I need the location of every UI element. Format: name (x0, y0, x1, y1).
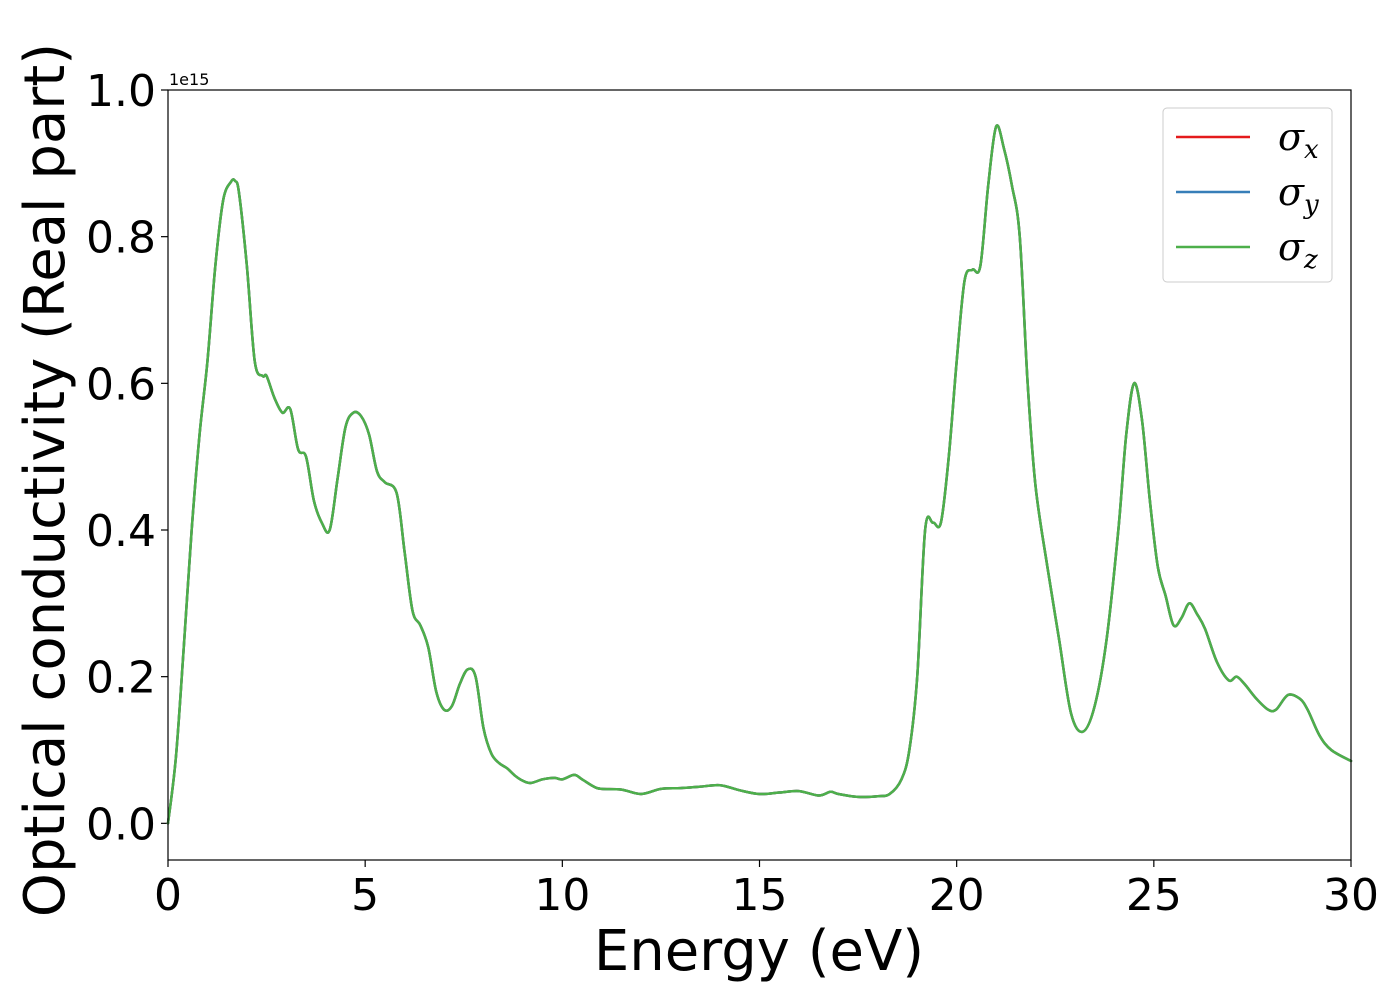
x-tick-label: 10 (534, 870, 590, 921)
y-offset-label: 1e15 (169, 70, 209, 89)
y-tick-label: 0.2 (86, 653, 156, 704)
y-tick-label: 0.0 (86, 799, 156, 850)
y-axis-ticks: 0.0 0.2 0.4 0.6 0.8 1.0 (86, 66, 168, 850)
y-tick-label: 0.8 (86, 213, 156, 264)
y-axis-label: Optical conductivity (Real part) (13, 43, 78, 917)
series-lines (166, 124, 1353, 825)
legend-label-sigma-y: σy (1278, 170, 1319, 220)
legend-label-sigma-z: σz (1278, 225, 1318, 275)
x-tick-label: 0 (154, 870, 182, 921)
x-tick-label: 5 (351, 870, 379, 921)
plot-frame (167, 89, 1352, 861)
legend-box (1162, 107, 1333, 283)
x-tick-label: 25 (1126, 870, 1182, 921)
x-tick-label: 15 (732, 870, 788, 921)
legend-label-sigma-x: σx (1278, 115, 1319, 165)
x-tick-label: 20 (929, 870, 985, 921)
x-tick-label: 30 (1323, 870, 1379, 921)
series-line-sigma-z (166, 124, 1353, 825)
x-axis-label: Energy (eV) (594, 919, 924, 984)
y-tick-label: 1.0 (86, 66, 156, 117)
x-axis-ticks: 0 5 10 15 20 25 30 (154, 860, 1379, 921)
plot-area (168, 90, 1351, 860)
y-tick-label: 0.4 (86, 506, 156, 557)
y-tick-label: 0.6 (86, 359, 156, 410)
